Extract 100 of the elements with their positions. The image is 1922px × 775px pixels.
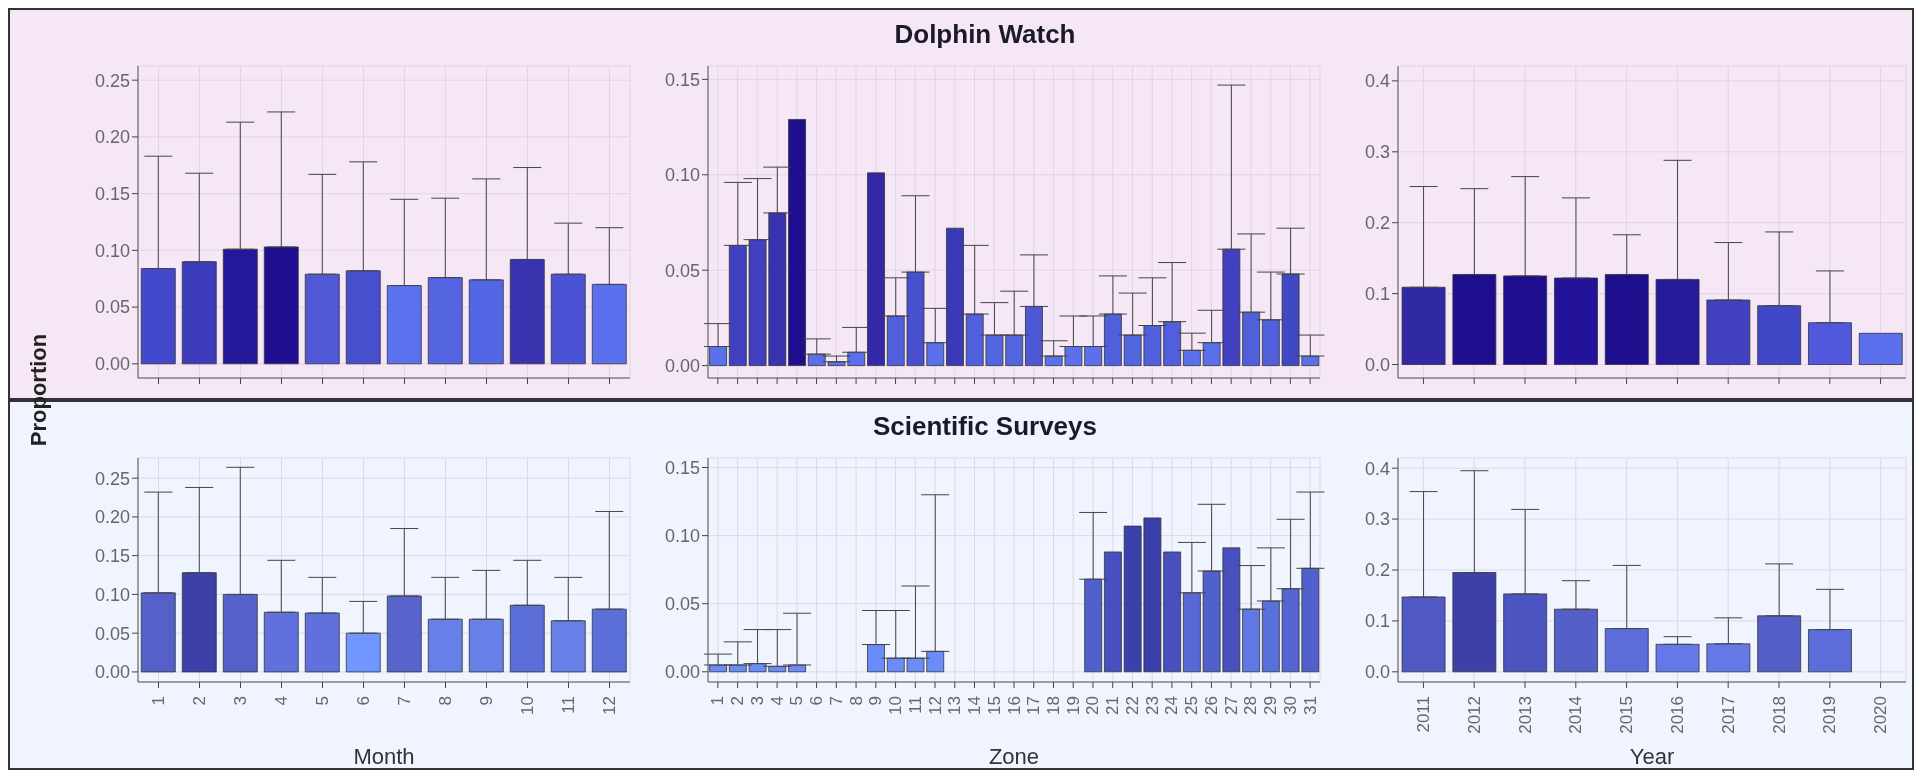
x-tick-label: 22 — [1122, 696, 1142, 715]
x-tick-label: 2020 — [1871, 696, 1891, 734]
y-tick-label: 0.25 — [94, 468, 130, 489]
y-tick-label: 0.05 — [664, 260, 700, 281]
bar — [591, 284, 627, 365]
x-axis-title: Zone — [988, 744, 1040, 769]
x-tick-label: 26 — [1201, 696, 1221, 715]
x-tick-label: 2016 — [1667, 696, 1687, 734]
x-tick-label: 2012 — [1464, 696, 1484, 734]
x-tick-label: 10 — [518, 696, 537, 715]
x-tick-label: 13 — [945, 696, 965, 715]
x-tick-label: 5 — [787, 696, 807, 706]
y-tick-label: 0.15 — [664, 457, 700, 478]
x-tick-label: 11 — [559, 696, 578, 714]
x-tick-label: 31 — [1300, 696, 1320, 715]
x-tick-label: 7 — [395, 696, 414, 706]
x-axis-title: Month — [353, 744, 415, 769]
y-tick-label: 0.20 — [94, 127, 130, 148]
x-tick-label: 1 — [708, 696, 728, 706]
bar — [1655, 279, 1700, 365]
bar — [788, 119, 806, 366]
x-tick-label: 27 — [1221, 696, 1241, 715]
chart-title: Dolphin Watch — [894, 19, 1076, 49]
x-tick-label: 6 — [807, 696, 827, 706]
y-tick-label: 0.0 — [1364, 354, 1390, 375]
y-tick-label: 0.20 — [94, 507, 130, 528]
bar — [263, 246, 299, 365]
bar — [1025, 306, 1043, 366]
x-tick-label: 2014 — [1566, 696, 1586, 734]
x-tick-label: 8 — [436, 696, 455, 706]
bar — [550, 620, 586, 673]
bar — [1554, 608, 1598, 673]
x-tick-label: 16 — [1004, 696, 1024, 715]
y-tick-label: 0.10 — [94, 240, 130, 261]
x-tick-label: 2017 — [1718, 696, 1738, 734]
x-axis-title: Year — [1629, 744, 1675, 769]
y-tick-label: 0.0 — [1364, 662, 1390, 683]
x-tick-label: 4 — [767, 696, 787, 706]
bar — [386, 285, 422, 365]
x-tick-label: 30 — [1280, 696, 1300, 715]
x-tick-label: 25 — [1182, 696, 1202, 715]
bar — [263, 611, 299, 673]
y-tick-label: 0.25 — [94, 70, 130, 91]
bar — [468, 618, 504, 673]
bar — [1757, 615, 1802, 673]
y-tick-label: 0.3 — [1364, 142, 1390, 163]
x-tick-label: 2018 — [1769, 696, 1789, 734]
bar — [867, 172, 885, 366]
y-tick-label: 0.10 — [664, 526, 700, 547]
bar — [222, 248, 258, 365]
bar — [709, 346, 727, 366]
x-tick-label: 15 — [984, 696, 1004, 715]
x-tick-label: 2 — [728, 696, 748, 706]
x-tick-label: 23 — [1142, 696, 1162, 715]
bar — [181, 261, 217, 365]
y-tick-label: 0.00 — [664, 662, 700, 683]
x-tick-label: 12 — [600, 696, 619, 715]
x-tick-label: 10 — [886, 696, 906, 715]
bar — [140, 592, 176, 673]
bar — [1604, 274, 1649, 365]
bar — [591, 608, 627, 673]
y-tick-label: 0.10 — [664, 165, 700, 186]
bar — [1655, 643, 1700, 673]
x-tick-label: 2015 — [1617, 696, 1637, 734]
y-tick-label: 0.00 — [94, 354, 130, 375]
bar — [1604, 628, 1649, 673]
chart-title: Scientific Surveys — [873, 411, 1097, 441]
bar — [1706, 299, 1751, 365]
bar — [1858, 332, 1903, 365]
bar — [1084, 578, 1103, 673]
x-tick-label: 2013 — [1515, 696, 1535, 734]
bar — [345, 270, 381, 365]
bar — [304, 273, 340, 365]
bar — [468, 279, 504, 365]
x-tick-label: 2011 — [1413, 696, 1433, 733]
x-tick-label: 3 — [747, 696, 767, 706]
bar — [345, 632, 381, 673]
bar — [140, 268, 176, 365]
bar — [1503, 593, 1548, 673]
x-tick-label: 9 — [477, 696, 496, 706]
bar — [386, 595, 422, 673]
y-tick-label: 0.15 — [664, 69, 700, 90]
bar — [1104, 551, 1122, 673]
x-tick-label: 12 — [925, 696, 945, 715]
bar — [1503, 275, 1548, 365]
x-tick-label: 2019 — [1820, 696, 1840, 734]
bar — [1104, 313, 1122, 366]
bar — [181, 572, 217, 673]
x-tick-label: 18 — [1043, 696, 1063, 715]
bar — [1401, 286, 1446, 365]
bar — [304, 612, 340, 673]
x-tick-label: 11 — [905, 696, 925, 714]
bar — [946, 227, 964, 366]
bar — [867, 644, 885, 673]
y-tick-label: 0.05 — [94, 297, 130, 318]
x-tick-label: 8 — [846, 696, 866, 706]
bar — [509, 604, 545, 673]
bar — [1706, 643, 1751, 673]
x-tick-label: 24 — [1162, 696, 1182, 715]
bar — [427, 277, 463, 365]
